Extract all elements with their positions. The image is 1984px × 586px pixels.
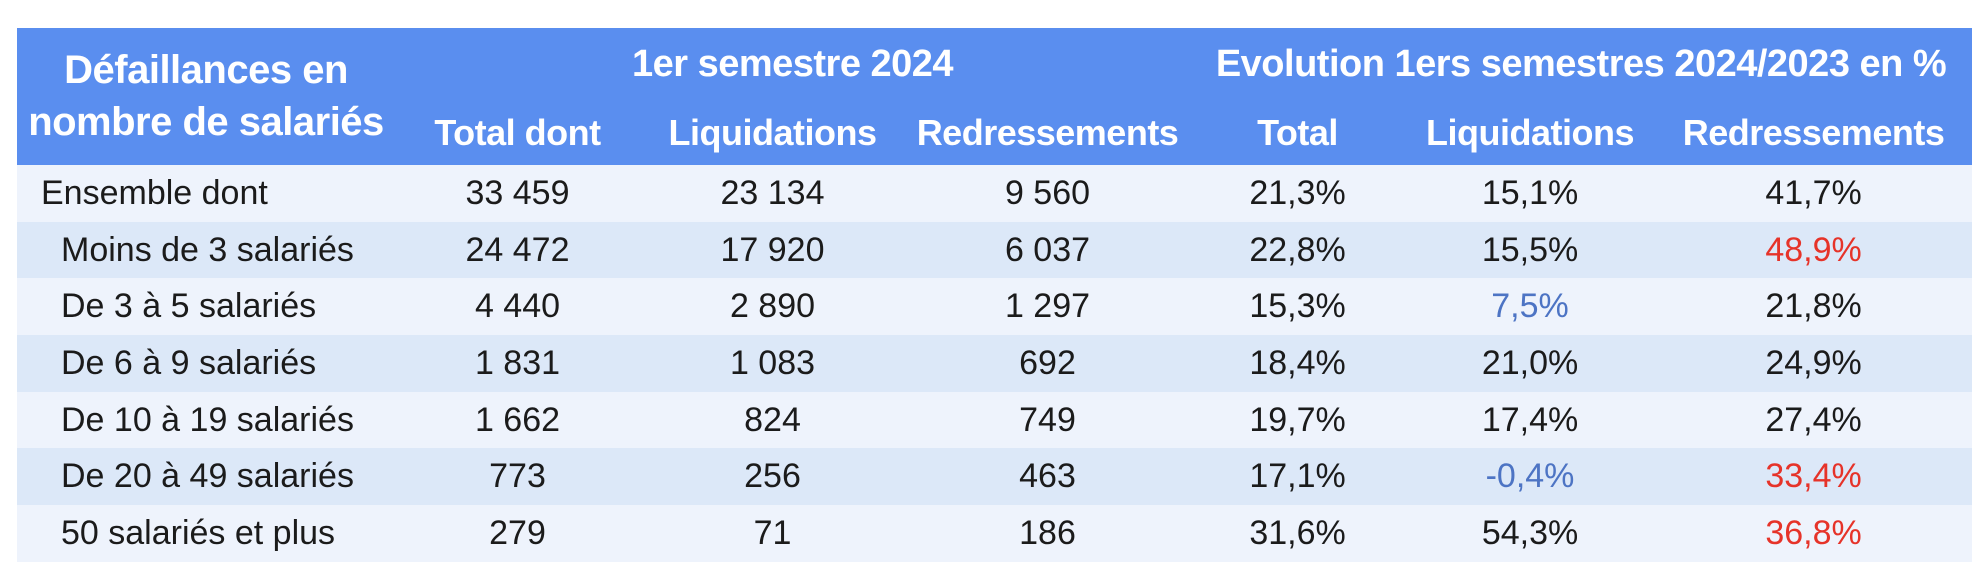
value-cell: 9 560 <box>905 165 1191 222</box>
table-row: De 10 à 19 salariés 1 662 824 749 19,7% 17,4%… <box>17 391 1973 449</box>
value-cell: 692 <box>905 335 1191 392</box>
value-cell: 21,0% <box>1405 335 1656 392</box>
value-cell: 463 <box>905 448 1191 506</box>
value-cell: 19,7% <box>1190 391 1406 449</box>
row-label: Ensemble dont <box>17 165 395 222</box>
value-cell: 824 <box>640 391 905 449</box>
value-cell: 24 472 <box>395 221 640 279</box>
column-header-total-dont: Total dont <box>395 100 640 165</box>
group-header-semestre-2024: 1er semestre 2024 <box>395 28 1191 100</box>
table-header: Défaillances en nombre de salariés 1er s… <box>17 28 1973 165</box>
defaillances-table: Défaillances en nombre de salariés 1er s… <box>17 28 1973 562</box>
value-cell: 21,8% <box>1655 278 1973 336</box>
value-cell: -0,4% <box>1405 448 1656 506</box>
value-cell: 23 134 <box>640 165 905 222</box>
value-cell: 41,7% <box>1655 165 1973 222</box>
table-row: 50 salariés et plus 279 71 186 31,6% 54,3% 36,… <box>17 505 1973 562</box>
column-header-liquidations-1: Liquidations <box>640 100 905 165</box>
column-header-redressements-2: Redressements <box>1655 100 1973 165</box>
value-cell: 1 831 <box>395 335 640 392</box>
table-row: De 20 à 49 salariés 773 256 463 17,1% -0,4% 33… <box>17 448 1973 506</box>
row-label: De 6 à 9 salariés <box>17 335 395 392</box>
value-cell: 71 <box>640 505 905 562</box>
value-cell: 15,5% <box>1405 221 1656 279</box>
value-cell: 17 920 <box>640 221 905 279</box>
column-header-liquidations-2: Liquidations <box>1405 100 1656 165</box>
value-cell: 54,3% <box>1405 505 1656 562</box>
row-label: Moins de 3 salariés <box>17 221 395 279</box>
value-cell: 186 <box>905 505 1191 562</box>
value-cell: 749 <box>905 391 1191 449</box>
table-row: Ensemble dont 33 459 23 134 9 560 21,3% 15,1%… <box>17 165 1973 222</box>
column-header-total: Total <box>1190 100 1406 165</box>
value-cell: 2 890 <box>640 278 905 336</box>
table-body: Ensemble dont 33 459 23 134 9 560 21,3% 15,1%… <box>17 165 1973 562</box>
column-header-redressements-1: Redressements <box>905 100 1191 165</box>
value-cell: 31,6% <box>1190 505 1406 562</box>
value-cell: 1 662 <box>395 391 640 449</box>
value-cell: 1 297 <box>905 278 1191 336</box>
value-cell: 24,9% <box>1655 335 1973 392</box>
value-cell: 279 <box>395 505 640 562</box>
value-cell: 27,4% <box>1655 391 1973 449</box>
table-row: Moins de 3 salariés 24 472 17 920 6 037 22,8… <box>17 221 1973 279</box>
row-label: 50 salariés et plus <box>17 505 395 562</box>
value-cell: 773 <box>395 448 640 506</box>
group-header-evolution: Evolution 1ers semestres 2024/2023 en % <box>1190 28 1973 100</box>
row-label: De 3 à 5 salariés <box>17 278 395 336</box>
value-cell: 18,4% <box>1190 335 1406 392</box>
value-cell: 33 459 <box>395 165 640 222</box>
value-cell: 6 037 <box>905 221 1191 279</box>
row-label: De 20 à 49 salariés <box>17 448 395 506</box>
value-cell: 21,3% <box>1190 165 1406 222</box>
value-cell: 1 083 <box>640 335 905 392</box>
value-cell: 15,3% <box>1190 278 1406 336</box>
value-cell: 22,8% <box>1190 221 1406 279</box>
table-row: De 3 à 5 salariés 4 440 2 890 1 297 15,3% 7,5… <box>17 278 1973 336</box>
value-cell: 17,1% <box>1190 448 1406 506</box>
value-cell: 33,4% <box>1655 448 1973 506</box>
value-cell: 15,1% <box>1405 165 1656 222</box>
table-corner-title: Défaillances en nombre de salariés <box>17 28 395 165</box>
value-cell: 7,5% <box>1405 278 1656 336</box>
value-cell: 48,9% <box>1655 221 1973 279</box>
value-cell: 4 440 <box>395 278 640 336</box>
table-row: De 6 à 9 salariés 1 831 1 083 692 18,4% 21,0%… <box>17 335 1973 392</box>
value-cell: 36,8% <box>1655 505 1973 562</box>
value-cell: 256 <box>640 448 905 506</box>
row-label: De 10 à 19 salariés <box>17 391 395 449</box>
value-cell: 17,4% <box>1405 391 1656 449</box>
